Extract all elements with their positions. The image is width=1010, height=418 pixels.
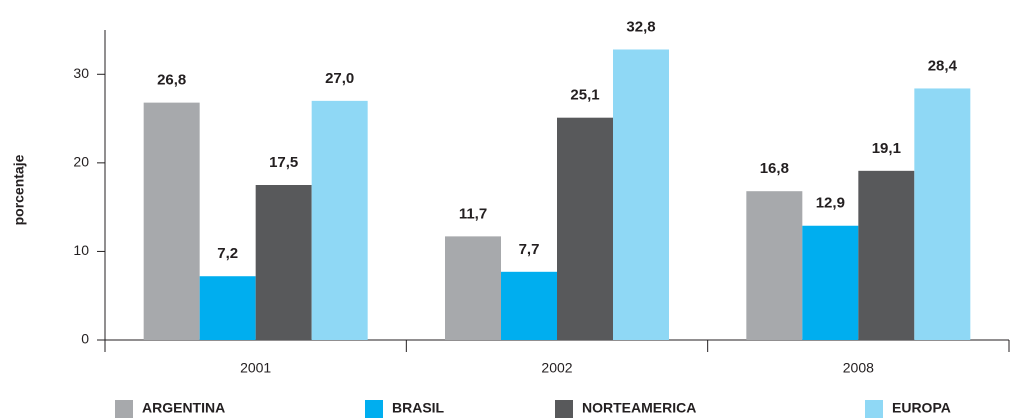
value-label: 17,5	[269, 154, 298, 171]
value-label: 7,7	[519, 241, 540, 258]
value-label: 25,1	[570, 87, 599, 104]
y-axis-label: porcentaje	[11, 154, 27, 225]
y-tick-label: 10	[73, 242, 89, 258]
bar	[143, 102, 200, 340]
bar	[802, 225, 859, 340]
value-label: 19,1	[872, 140, 901, 157]
bar	[445, 236, 501, 340]
legend-label: ARGENTINA	[142, 400, 225, 416]
y-tick-label: 20	[73, 154, 89, 170]
legend-swatch	[365, 400, 383, 418]
legend-swatch	[115, 400, 133, 418]
bar	[613, 49, 669, 340]
y-tick-label: 30	[73, 65, 89, 81]
bar	[255, 185, 312, 340]
bar	[501, 271, 557, 340]
value-label: 7,2	[217, 245, 238, 262]
legend-label: EUROPA	[892, 400, 951, 416]
legend-label: NORTEAMERICA	[582, 400, 696, 416]
value-label: 26,8	[157, 72, 186, 89]
legend-swatch	[865, 400, 883, 418]
value-label: 11,7	[459, 205, 487, 222]
value-label: 16,8	[760, 160, 789, 177]
value-label: 28,4	[928, 57, 958, 74]
x-tick-label: 2002	[541, 360, 572, 376]
value-label: 27,0	[325, 70, 354, 87]
bar	[311, 100, 368, 340]
x-tick-label: 2008	[843, 360, 874, 376]
legend-label: BRASIL	[392, 400, 445, 416]
bar	[746, 191, 803, 340]
bar	[914, 88, 971, 340]
bar	[199, 276, 256, 340]
legend-swatch	[555, 400, 573, 418]
bar	[858, 170, 915, 340]
bar	[557, 117, 613, 340]
value-label: 12,9	[816, 195, 845, 212]
x-tick-label: 2001	[240, 360, 271, 376]
value-label: 32,8	[626, 18, 655, 35]
y-tick-label: 0	[81, 331, 89, 347]
